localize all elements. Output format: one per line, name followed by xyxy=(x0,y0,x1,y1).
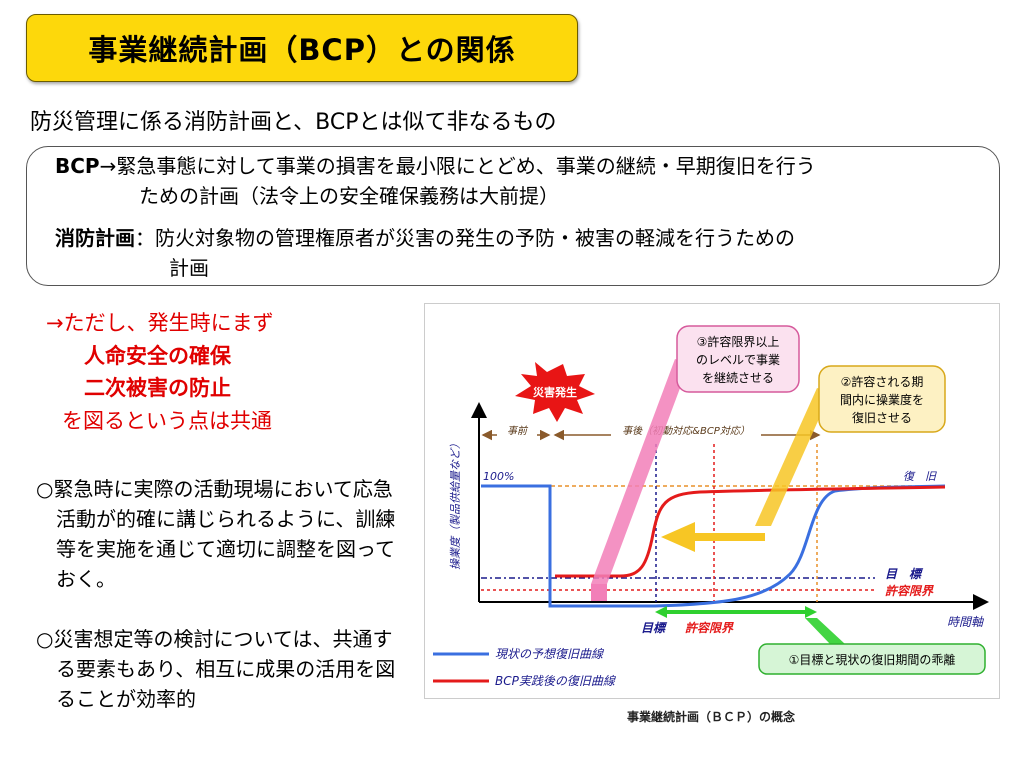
bcp-term: BCP xyxy=(55,154,100,178)
figure-caption: 事業継続計画（ＢＣＰ）の概念 xyxy=(626,710,795,724)
bcp-line1: 緊急事態に対して事業の損害を最小限にとどめ、事業の継続・早期復旧を行う xyxy=(116,154,816,178)
bcp-arrow: → xyxy=(99,154,117,178)
callout-2-line1: ②許容される期 xyxy=(841,374,924,389)
highlight-line2: 人命安全の確保 xyxy=(84,344,231,368)
bullet-1-text: ○緊急時に実際の活動現場において応急活動が的確に講じられるように、訓練等を実施を… xyxy=(36,477,396,591)
callout-2-line3: 復旧させる xyxy=(852,410,912,425)
bcp-diagram: 事前 事後（初動対応&BCP対応） 災害発生 ③許容限界以上 のレベルで事業 を… xyxy=(433,325,989,688)
disaster-starburst xyxy=(515,362,595,422)
highlight-line1: →ただし、発生時にまず xyxy=(46,311,274,335)
before-label: 事前 xyxy=(507,425,529,437)
x-axis-label: 時間軸 xyxy=(947,615,985,629)
bcp-recovery-curve xyxy=(555,485,946,578)
current-recovery-curve xyxy=(481,484,946,608)
bcp-line2: ための計画（法令上の安全確保義務は大前提） xyxy=(139,184,559,208)
tolerance-level-label: 許容限界 xyxy=(885,584,934,598)
bcp-concept-figure: 事前 事後（初動対応&BCP対応） 災害発生 ③許容限界以上 のレベルで事業 を… xyxy=(424,303,1000,699)
pink-pointer xyxy=(591,359,689,584)
tolerance-time-label: 許容限界 xyxy=(685,621,734,635)
bcp-definition: BCP→緊急事態に対して事業の損害を最小限にとどめ、事業の継続・早期復旧を行う xyxy=(55,151,816,181)
hundred-percent-label: 100% xyxy=(483,470,514,483)
callout-3-line1: ③許容限界以上 xyxy=(697,334,780,349)
green-arrow-right xyxy=(805,606,817,618)
yellow-pointer xyxy=(755,388,831,526)
after-label: 事後（初動対応&BCP対応） xyxy=(622,425,750,437)
recovery-label: 復 旧 xyxy=(903,470,937,483)
subtitle: 防災管理に係る消防計画と、BCPとは似て非なるもの xyxy=(30,110,557,135)
target-time-label: 目標 xyxy=(641,621,668,635)
highlight-line3: 二次被害の防止 xyxy=(84,376,231,400)
pink-marker xyxy=(591,584,607,601)
bullet-1: ○緊急時に実際の活動現場において応急活動が的確に講じられるように、訓練等を実施を… xyxy=(36,474,408,594)
fire-definition: 消防計画：防火対象物の管理権原者が災害の発生の予防・被害の軽減を行うための xyxy=(55,223,795,253)
callout-3-box xyxy=(676,325,800,393)
before-label-bg xyxy=(497,423,537,437)
y-axis-label: 操業度（製品供給量など） xyxy=(449,438,462,570)
green-pointer xyxy=(805,618,845,644)
fire-line2: 計画 xyxy=(169,256,209,280)
callout-2-box xyxy=(818,365,946,433)
green-arrow-left xyxy=(655,606,667,618)
legend-current-label: 現状の予想復旧曲線 xyxy=(495,647,605,661)
fire-line1: 防火対象物の管理権原者が災害の発生の予防・被害の軽減を行うための xyxy=(155,226,795,250)
disaster-label: 災害発生 xyxy=(532,385,577,399)
legend-bcp-label: BCP実践後の復旧曲線 xyxy=(495,674,617,688)
definition-box: BCP→緊急事態に対して事業の損害を最小限にとどめ、事業の継続・早期復旧を行う … xyxy=(26,146,1000,286)
bullet-2: ○災害想定等の検討については、共通する要素もあり、相互に成果の活用を図ることが効… xyxy=(36,624,408,714)
title-box: 事業継続計画（BCP）との関係 xyxy=(26,14,578,82)
fire-colon: ： xyxy=(135,226,155,250)
callout-3-line3: を継続させる xyxy=(702,370,774,385)
callout-1-box xyxy=(758,643,986,675)
yellow-arrow xyxy=(661,522,765,552)
page-title: 事業継続計画（BCP）との関係 xyxy=(88,33,516,67)
callout-2-line2: 間内に操業度を xyxy=(840,392,924,407)
target-level-label: 目 標 xyxy=(885,567,924,581)
bullet-2-text: ○災害想定等の検討については、共通する要素もあり、相互に成果の活用を図ることが効… xyxy=(36,627,396,711)
fire-term: 消防計画 xyxy=(55,226,135,250)
callout-1-text: ①目標と現状の復旧期間の乖離 xyxy=(789,652,956,667)
callout-3-line2: のレベルで事業 xyxy=(696,353,780,367)
highlight-line4: を図るという点は共通 xyxy=(62,409,272,433)
